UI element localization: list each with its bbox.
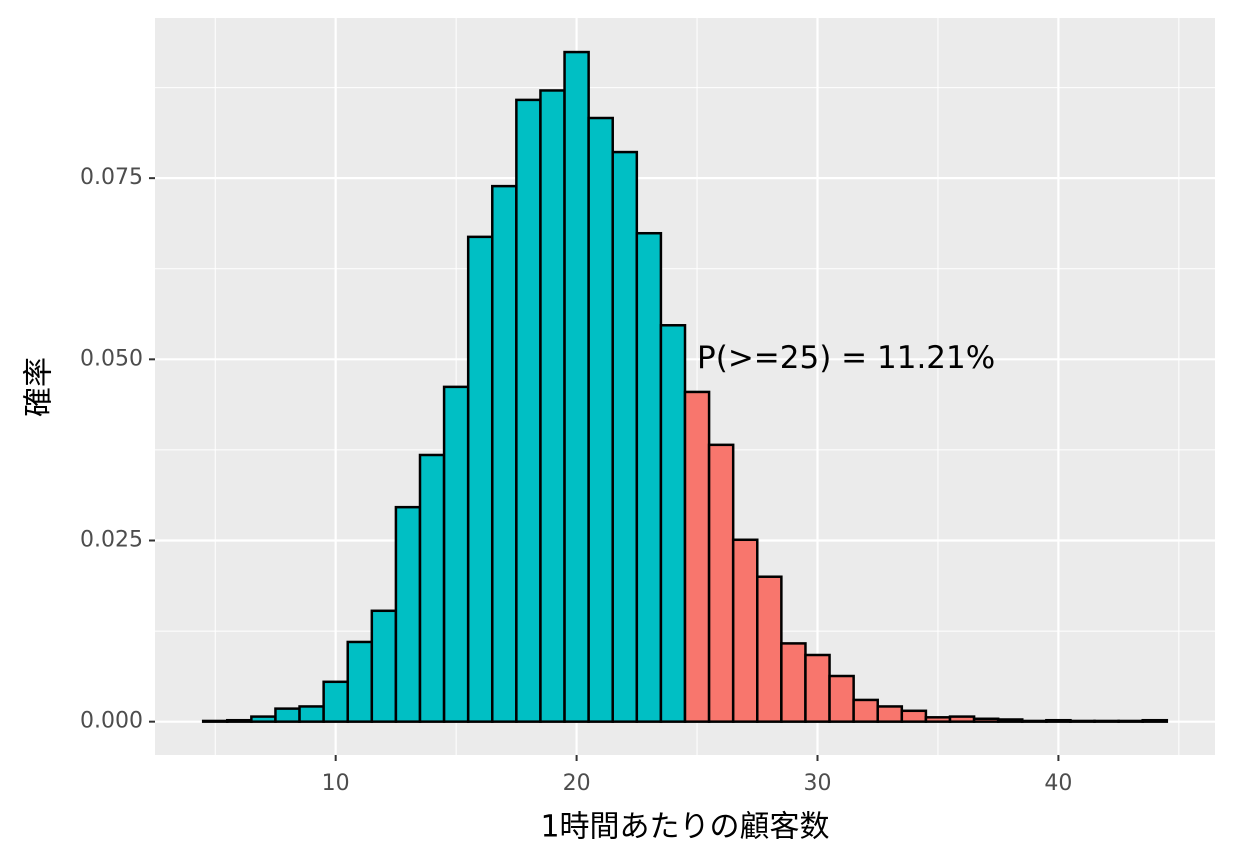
x-tick-label: 40 bbox=[1044, 771, 1072, 796]
bar bbox=[1093, 719, 1120, 723]
bar bbox=[900, 709, 928, 723]
bar bbox=[804, 653, 831, 723]
y-tick-label: 0.000 bbox=[80, 709, 143, 734]
bar bbox=[250, 715, 277, 723]
bar bbox=[948, 715, 976, 723]
bar bbox=[924, 716, 952, 723]
bar bbox=[635, 231, 663, 723]
bar bbox=[1045, 718, 1072, 723]
bar bbox=[274, 707, 301, 723]
bar bbox=[563, 50, 590, 723]
bar bbox=[611, 150, 639, 723]
bar bbox=[707, 443, 735, 723]
y-tick-label: 0.075 bbox=[80, 165, 143, 190]
bar bbox=[852, 698, 879, 723]
x-axis-title: 1時間あたりの顧客数 bbox=[540, 810, 829, 845]
bar bbox=[201, 719, 229, 723]
bar bbox=[731, 538, 759, 723]
bar bbox=[1021, 719, 1048, 723]
x-tick-label: 10 bbox=[322, 771, 350, 796]
bar bbox=[1069, 719, 1096, 723]
y-axis-title: 確率 bbox=[22, 357, 57, 417]
bar bbox=[539, 89, 566, 723]
bar bbox=[828, 674, 855, 723]
x-tick-label: 20 bbox=[563, 771, 591, 796]
bar bbox=[587, 116, 614, 723]
bar bbox=[322, 680, 349, 723]
bar bbox=[756, 575, 783, 723]
bar bbox=[298, 705, 325, 723]
bar bbox=[442, 385, 470, 723]
bar bbox=[226, 718, 253, 723]
annotation: P(>=25) = 11.21% bbox=[697, 340, 995, 376]
bar bbox=[683, 390, 711, 723]
bar bbox=[394, 505, 422, 723]
y-tick-label: 0.050 bbox=[80, 346, 143, 371]
bar bbox=[370, 609, 398, 723]
bar bbox=[346, 640, 374, 723]
bar bbox=[780, 642, 807, 723]
bar bbox=[659, 324, 687, 723]
bar bbox=[466, 235, 494, 723]
bar bbox=[996, 718, 1024, 723]
bar bbox=[1117, 719, 1144, 723]
bar bbox=[876, 705, 904, 723]
x-tick-label: 30 bbox=[804, 771, 832, 796]
bar bbox=[1141, 718, 1169, 723]
bar bbox=[418, 453, 446, 723]
y-tick-label: 0.025 bbox=[80, 527, 143, 552]
bar bbox=[972, 717, 1000, 723]
bar bbox=[491, 184, 518, 723]
bar bbox=[515, 98, 542, 723]
